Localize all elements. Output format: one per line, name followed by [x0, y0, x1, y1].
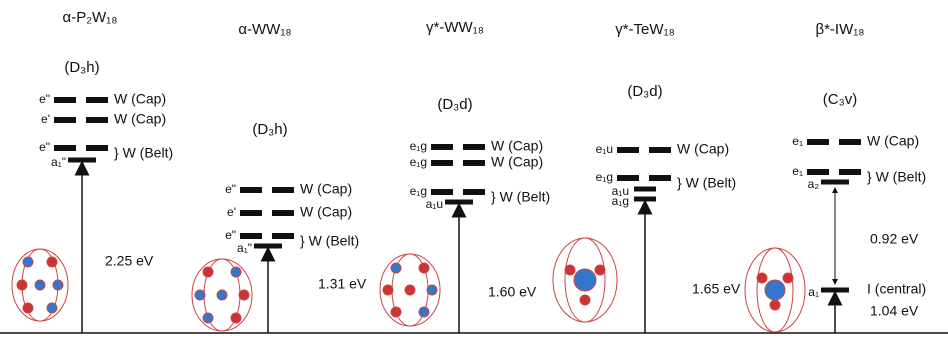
- panel-title: α-P₂W₁₈: [63, 9, 118, 26]
- level-bar: [272, 187, 294, 193]
- level-bar: [240, 210, 262, 216]
- molecule-1: [12, 249, 68, 321]
- level-bar: [821, 288, 849, 293]
- level-assignment: W (Cap): [491, 138, 543, 154]
- gap-energy: 1.60 eV: [488, 284, 537, 300]
- level-label: e': [227, 205, 236, 219]
- level-label: e": [39, 92, 50, 106]
- molecule-2: [192, 259, 252, 331]
- level-bar: [839, 139, 861, 145]
- level-assignment: W (Cap): [300, 204, 352, 220]
- level-label: e": [39, 140, 50, 154]
- symmetry: (D₃h): [64, 59, 99, 76]
- molecule-5: [745, 248, 805, 332]
- level-label: e₁g: [410, 184, 427, 198]
- level-bar: [821, 180, 849, 185]
- level-label: e₁: [792, 164, 803, 178]
- level-bar: [634, 187, 656, 192]
- level-label: e₁g: [410, 155, 427, 169]
- symmetry: (D₃h): [252, 121, 287, 138]
- level-bar: [807, 169, 829, 175]
- molecule-3: [380, 254, 440, 326]
- level-bar: [807, 139, 829, 145]
- level-bar: [649, 147, 671, 153]
- level-bar: [431, 160, 453, 166]
- level-assignment: } W (Belt): [867, 169, 926, 185]
- level-label: e": [225, 182, 236, 196]
- level-bar: [649, 175, 671, 181]
- level-label: a₂: [808, 177, 820, 191]
- level-assignment: } W (Belt): [300, 233, 359, 249]
- level-bar: [463, 189, 485, 195]
- symmetry: (D₃d): [627, 83, 662, 100]
- level-assignment: W (Cap): [300, 181, 352, 197]
- gap-energy: 2.25 eV: [105, 253, 154, 269]
- gap-energy: 1.65 eV: [692, 281, 741, 297]
- level-label: a₁": [237, 241, 252, 255]
- level-bar: [54, 97, 76, 103]
- level-assignment: W (Cap): [114, 91, 166, 107]
- level-label: a₁: [808, 285, 819, 299]
- symmetry: (D₃d): [437, 96, 472, 113]
- molecule-4: [553, 238, 617, 322]
- inner-gap-energy: 0.92 eV: [870, 231, 919, 247]
- panel-title: α-WW₁₈: [238, 21, 291, 38]
- level-bar: [254, 244, 282, 249]
- level-bar: [839, 169, 861, 175]
- level-bar: [240, 187, 262, 193]
- level-label: a₁g: [612, 194, 629, 208]
- level-label: e₁g: [596, 170, 613, 184]
- level-bar: [445, 200, 473, 205]
- level-bar: [54, 145, 76, 151]
- panel-title: γ*-WW₁₈: [426, 19, 484, 36]
- level-assignment: W (Cap): [867, 133, 919, 149]
- level-bar: [617, 175, 639, 181]
- level-bar: [86, 117, 108, 123]
- gap-energy: 1.31 eV: [318, 276, 367, 292]
- level-bar: [68, 158, 96, 163]
- level-bar: [463, 160, 485, 166]
- level-bar: [86, 145, 108, 151]
- level-bar: [431, 189, 453, 195]
- level-bar: [240, 233, 262, 239]
- symmetry: (C₃v): [823, 91, 857, 108]
- level-bar: [617, 147, 639, 153]
- level-bar: [86, 97, 108, 103]
- level-label: a₁": [51, 155, 66, 169]
- level-label: e₁u: [596, 142, 613, 156]
- level-label: e₁: [792, 134, 803, 148]
- level-assignment: W (Cap): [114, 111, 166, 127]
- level-label: a₁u: [426, 197, 443, 211]
- level-label: e": [225, 228, 236, 242]
- level-assignment: I (central): [867, 281, 926, 297]
- level-assignment: W (Cap): [677, 141, 729, 157]
- level-assignment: } W (Belt): [491, 189, 550, 205]
- level-bar: [272, 233, 294, 239]
- level-bar: [54, 117, 76, 123]
- level-assignment: W (Cap): [491, 154, 543, 170]
- energy-diagram: α-P₂W₁₈ (D₃h) e" W (Cap) e' W (Cap) e" } W (Bel…: [0, 0, 948, 338]
- gap-energy: 1.04 eV: [870, 303, 919, 319]
- panel-title: γ*-TeW₁₈: [615, 21, 675, 38]
- level-assignment: } W (Belt): [114, 145, 173, 161]
- level-bar: [431, 144, 453, 150]
- level-assignment: } W (Belt): [677, 175, 736, 191]
- level-bar: [272, 210, 294, 216]
- panel-title: β*-IW₁₈: [815, 21, 864, 38]
- level-bar: [463, 144, 485, 150]
- level-bar: [634, 197, 656, 202]
- level-label: e': [41, 112, 50, 126]
- level-label: e₁g: [410, 139, 427, 153]
